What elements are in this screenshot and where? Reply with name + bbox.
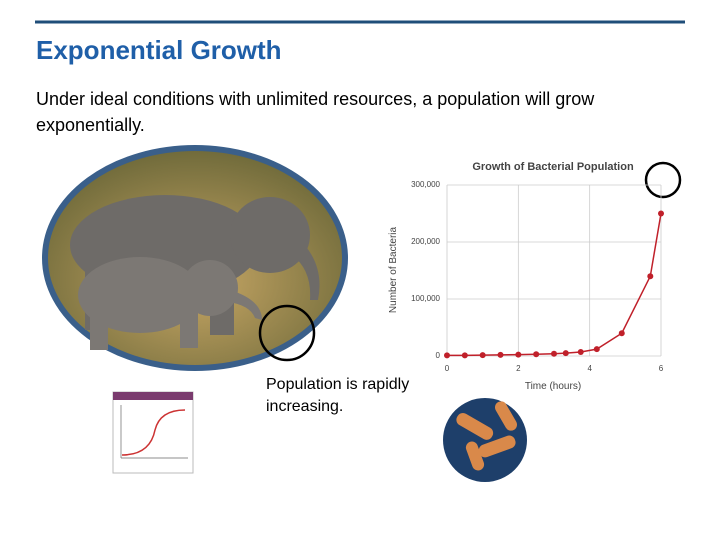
thumbnail-header (113, 392, 193, 400)
data-point (533, 351, 540, 358)
thumbnail-curve (121, 409, 186, 456)
x-axis-label: Time (hours) (525, 381, 581, 392)
logistic-thumbnail (112, 391, 194, 474)
body-text: Under ideal conditions with unlimited re… (36, 89, 595, 135)
y-tick-label: 100,000 (411, 294, 440, 303)
y-tick-label: 0 (436, 351, 441, 360)
data-point (479, 352, 486, 359)
y-tick-label: 300,000 (411, 180, 440, 189)
x-tick-label: 4 (587, 364, 592, 373)
data-point (577, 349, 584, 356)
y-axis-label: Number of Bacteria (388, 226, 399, 313)
data-point (497, 351, 504, 358)
caption-box: Population is rapidly increasing. (266, 376, 410, 415)
caption: Population is rapidly increasing. (266, 376, 410, 415)
highlight-circle (258, 304, 316, 362)
data-point (658, 210, 664, 217)
data-point (647, 273, 654, 280)
data-point (551, 350, 557, 357)
x-tick-label: 0 (445, 364, 450, 373)
data-line (447, 213, 662, 357)
data-point (618, 330, 625, 337)
data-point (562, 350, 569, 357)
slide-title: Exponential Growth (36, 35, 282, 65)
elephants (70, 195, 320, 350)
highlight-circle (644, 161, 682, 199)
data-point (515, 351, 522, 358)
bacteria (456, 401, 517, 471)
chart-title: Growth of Bacterial Population (472, 161, 634, 173)
data-point (444, 352, 450, 359)
x-tick-label: 2 (516, 364, 521, 373)
body-box: Under ideal conditions with unlimited re… (36, 89, 595, 135)
data-point (461, 352, 468, 359)
y-tick-label: 200,000 (411, 237, 440, 246)
data-point (593, 346, 600, 353)
x-tick-label: 6 (659, 364, 664, 373)
